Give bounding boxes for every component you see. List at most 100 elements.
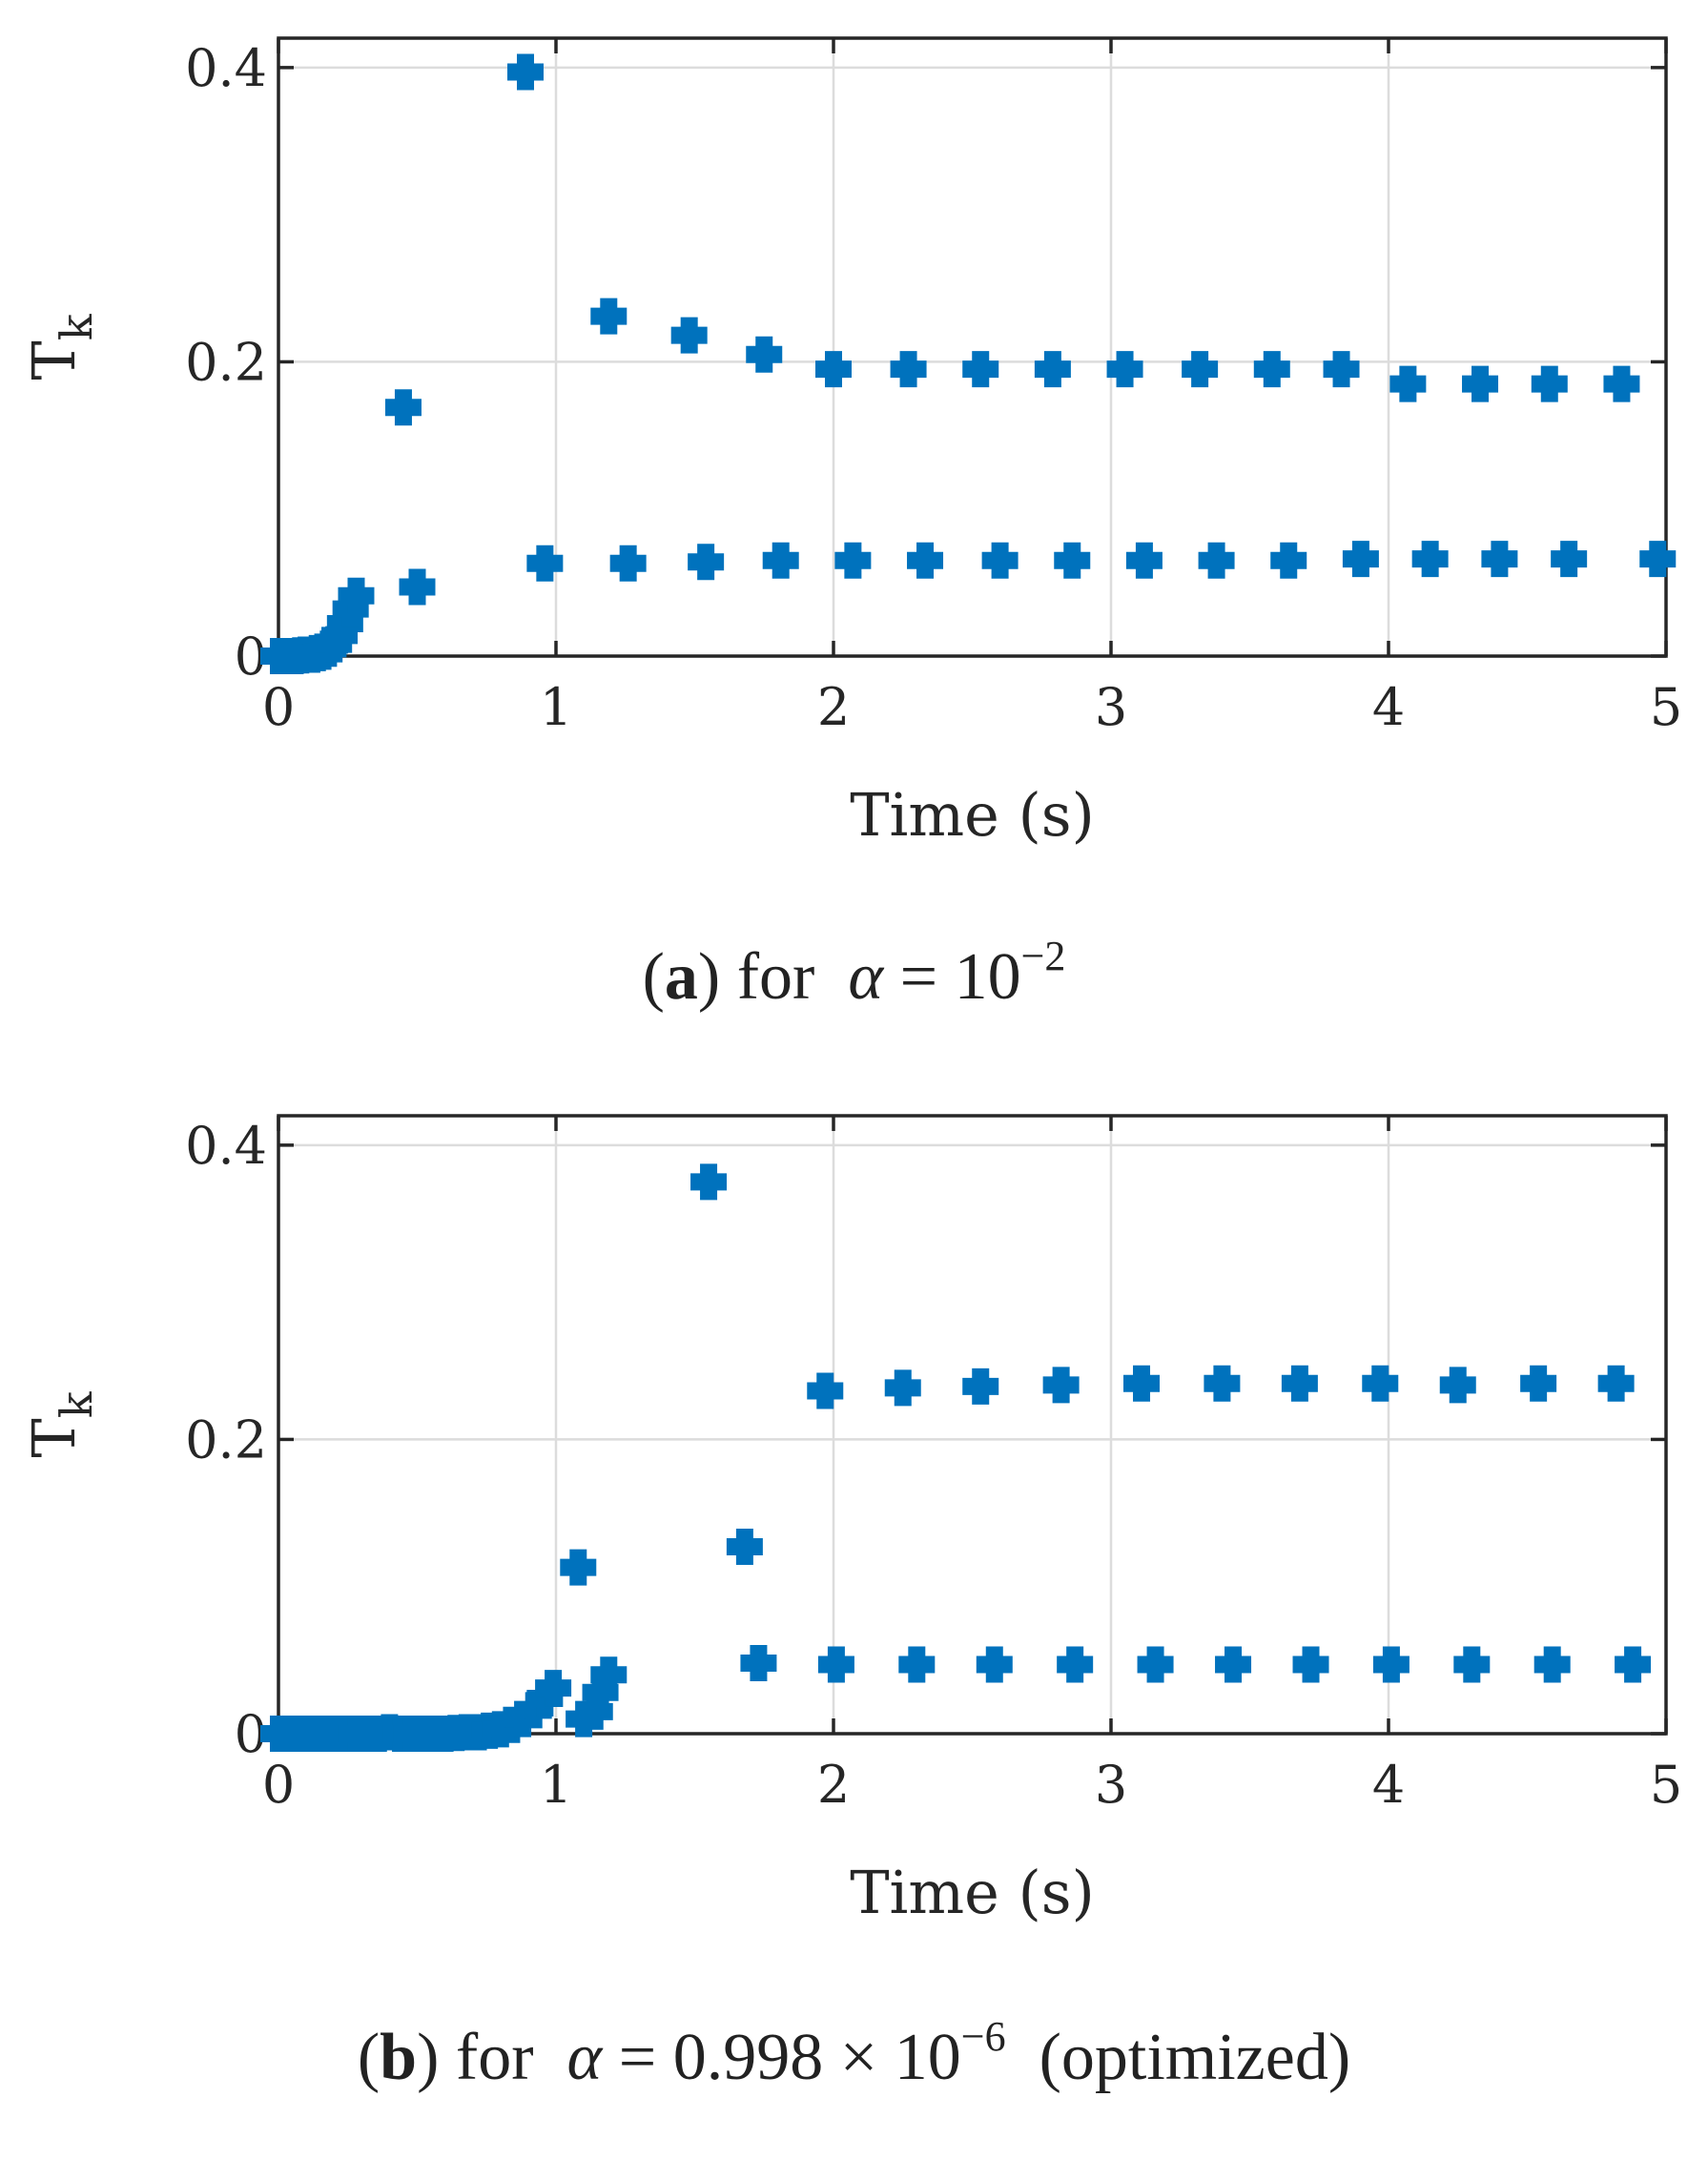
- caption-a-value-exp: −2: [1020, 933, 1066, 979]
- data-point: [1597, 1365, 1635, 1402]
- x-tick-label: 0: [262, 1755, 295, 1815]
- data-point: [590, 298, 628, 335]
- data-point: [1533, 1646, 1571, 1683]
- data-point: [1362, 1365, 1399, 1402]
- data-point: [384, 389, 422, 426]
- data-markers: [260, 1163, 1652, 1752]
- data-point: [898, 1646, 936, 1683]
- x-axis-label: Time (s): [850, 1858, 1095, 1927]
- data-point: [1204, 1365, 1241, 1402]
- figure-a: 0 1 2 3 4 5 0 0.2 0.4 Time (s) Tk: [0, 0, 1708, 896]
- data-point: [1137, 1646, 1174, 1683]
- caption-b: (b) for α = 0.998 × 10−6 (optimized): [0, 2016, 1708, 2096]
- data-point: [807, 1372, 844, 1409]
- x-axis-label: Time (s): [850, 780, 1095, 850]
- data-point: [746, 336, 783, 373]
- figure-b: 0 1 2 3 4 5 0 0.2 0.4 Time (s) Tk: [0, 1078, 1708, 1974]
- x-tick-label: 5: [1650, 677, 1682, 737]
- caption-a-panel-letter: a: [664, 940, 698, 1014]
- data-point: [690, 1163, 728, 1201]
- data-point: [1253, 351, 1290, 388]
- data-point: [1042, 1367, 1080, 1404]
- x-tick-label: 4: [1372, 677, 1405, 737]
- data-point: [1106, 351, 1143, 388]
- caption-a: (a) for α = 10−2: [0, 936, 1708, 1016]
- caption-b-panel-close: ): [417, 2021, 440, 2094]
- data-point: [815, 351, 852, 388]
- data-point: [817, 1646, 854, 1683]
- x-tick-label: 0: [262, 677, 295, 737]
- data-point: [504, 1700, 542, 1737]
- data-point: [1323, 351, 1360, 388]
- data-point: [338, 577, 375, 614]
- data-point: [890, 351, 927, 388]
- data-point: [1054, 542, 1091, 579]
- data-point: [740, 1644, 777, 1681]
- data-point: [726, 1529, 763, 1566]
- data-point: [762, 542, 799, 579]
- data-point: [1034, 351, 1071, 388]
- data-point: [1531, 365, 1568, 402]
- caption-a-panel-close: ): [697, 940, 721, 1014]
- data-point: [907, 542, 944, 579]
- data-point: [1603, 365, 1640, 402]
- data-point: [981, 542, 1019, 579]
- x-tick-label: 5: [1650, 1755, 1682, 1815]
- data-point: [399, 568, 436, 606]
- data-point: [506, 53, 544, 91]
- x-tick-label: 2: [817, 677, 850, 737]
- y-axis-label: Tk: [19, 1390, 102, 1457]
- caption-b-symbol: α: [566, 2021, 603, 2094]
- data-point: [1215, 1646, 1252, 1683]
- data-point: [576, 1693, 613, 1730]
- data-point: [1123, 1365, 1161, 1402]
- x-tick-label: 3: [1095, 677, 1127, 737]
- y-tick-label: 0.2: [185, 332, 267, 392]
- data-point: [1342, 541, 1379, 578]
- x-tick-label: 2: [817, 1755, 850, 1815]
- data-point: [1551, 541, 1588, 578]
- data-point: [1439, 1367, 1476, 1404]
- caption-b-value-base: 0.998 × 10: [672, 2021, 961, 2094]
- plot-frame: [277, 1114, 1668, 1736]
- grid: [278, 1116, 1666, 1734]
- data-point: [976, 1646, 1013, 1683]
- grid: [278, 38, 1666, 656]
- caption-a-symbol: α: [848, 940, 884, 1014]
- data-point: [1411, 541, 1449, 578]
- caption-a-panel-open: (: [642, 940, 665, 1014]
- caption-a-value-base: 10: [954, 940, 1021, 1014]
- data-point: [609, 545, 647, 582]
- data-point: [1281, 1365, 1318, 1402]
- caption-b-value-exp: −6: [960, 2013, 1006, 2060]
- data-point: [670, 317, 708, 354]
- caption-b-prefix: for: [455, 2021, 534, 2094]
- y-axis-label-subscript: k: [51, 313, 102, 340]
- data-point: [962, 1367, 999, 1405]
- data-point: [560, 1549, 597, 1586]
- data-point: [1057, 1646, 1094, 1683]
- data-point: [1389, 365, 1427, 402]
- data-point: [962, 351, 999, 388]
- data-markers: [260, 53, 1677, 674]
- data-point: [590, 1656, 628, 1694]
- data-point: [884, 1369, 921, 1407]
- data-point: [1372, 1646, 1410, 1683]
- data-point: [1462, 365, 1499, 402]
- data-point: [1481, 541, 1518, 578]
- data-point: [1292, 1646, 1329, 1683]
- data-point: [526, 545, 564, 582]
- y-tick-label: 0.4: [185, 38, 267, 98]
- y-axis-label-main: T: [19, 1418, 89, 1457]
- caption-a-equals: =: [899, 940, 938, 1014]
- data-point: [1125, 542, 1163, 579]
- y-axis-label: Tk: [19, 313, 102, 380]
- data-point: [515, 1692, 552, 1729]
- x-tick-label: 4: [1372, 1755, 1405, 1815]
- data-point: [1198, 542, 1235, 579]
- data-point: [1639, 541, 1677, 578]
- data-point: [1615, 1646, 1652, 1683]
- y-axis-label-main: T: [19, 340, 89, 380]
- x-tick-label: 3: [1095, 1755, 1127, 1815]
